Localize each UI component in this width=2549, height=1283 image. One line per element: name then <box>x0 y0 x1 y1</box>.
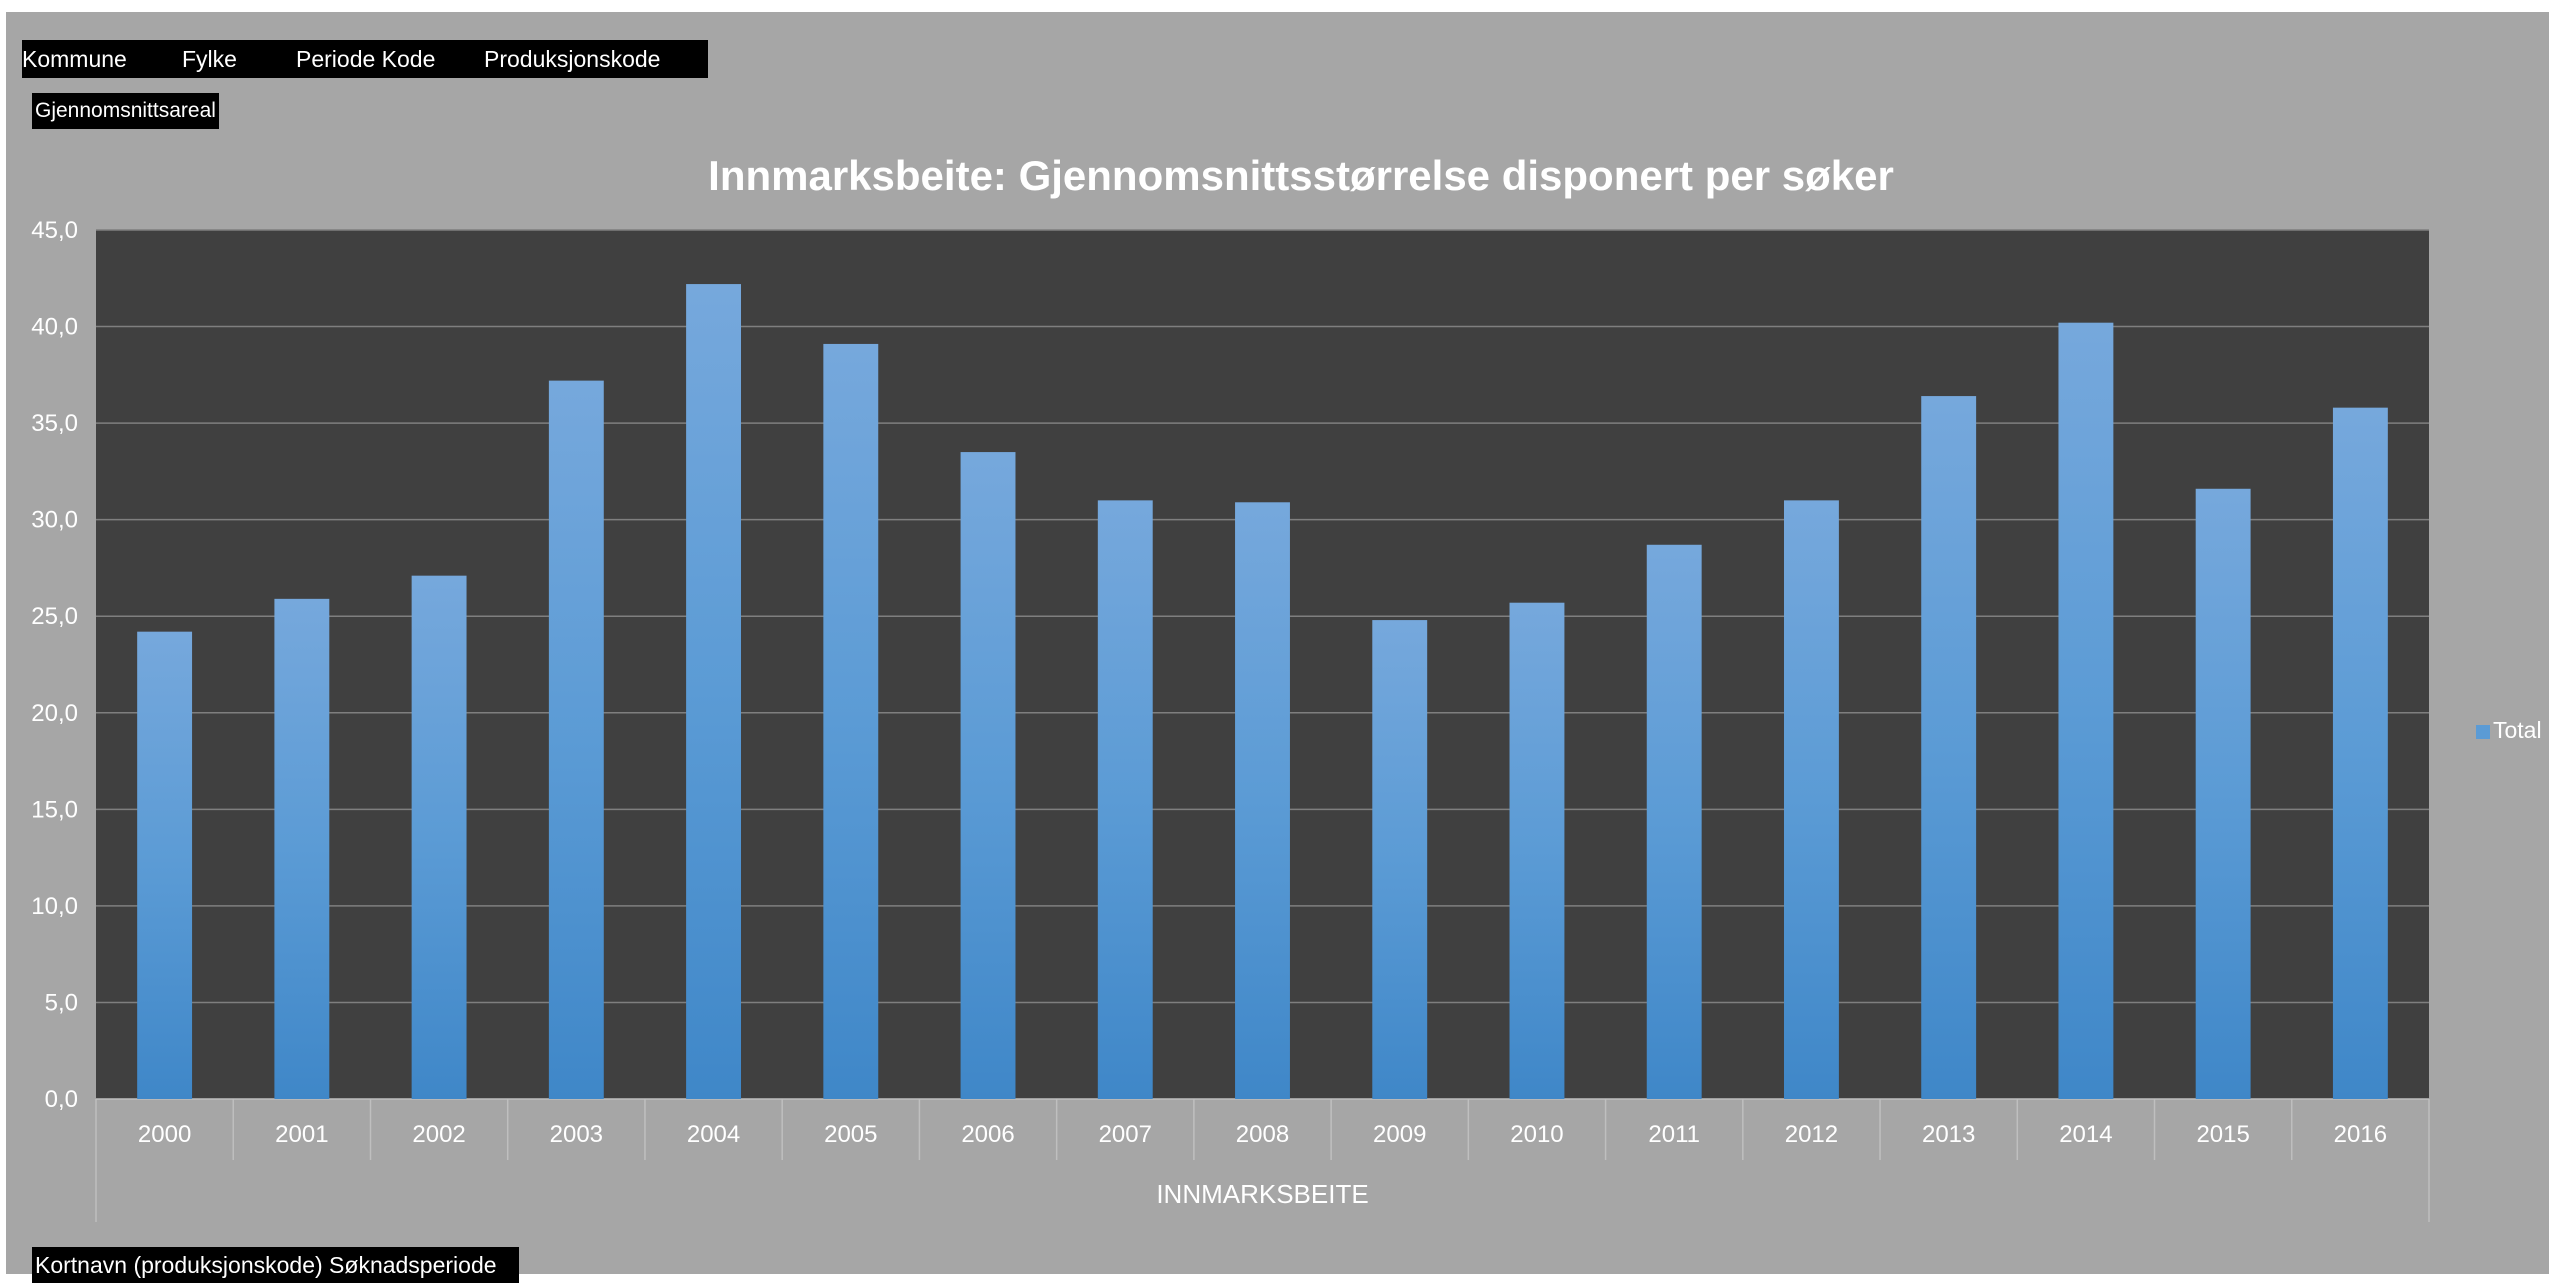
report-filter-bar: Kommune Fylke Periode Kode Produksjonsko… <box>22 40 708 78</box>
x-tick-label: 2010 <box>1510 1121 1563 1148</box>
bar-2006 <box>960 452 1016 1100</box>
x-tick-label: 2014 <box>2059 1121 2112 1148</box>
bar-2002 <box>411 575 467 1099</box>
x-tick-label: 2004 <box>687 1121 740 1148</box>
x-tick-label: 2006 <box>961 1121 1014 1148</box>
x-tick-label: 2007 <box>1099 1121 1152 1148</box>
y-tick-label: 10,0 <box>31 893 78 920</box>
x-tick-label: 2003 <box>550 1121 603 1148</box>
y-tick-label: 25,0 <box>31 603 78 630</box>
bar-2004 <box>686 284 742 1099</box>
x-tick-label: 2013 <box>1922 1121 1975 1148</box>
bar-2001 <box>274 598 330 1099</box>
value-field-button[interactable]: Gjennomsnittsareal <box>32 93 219 129</box>
legend-label: Total <box>2493 717 2542 743</box>
filter-kommune-button[interactable]: Kommune <box>22 46 127 72</box>
bar-2011 <box>1646 544 1702 1099</box>
x-tick-label: 2009 <box>1373 1121 1426 1148</box>
x-tick-label: 2005 <box>824 1121 877 1148</box>
bar-2007 <box>1097 500 1153 1099</box>
y-tick-label: 45,0 <box>31 217 78 244</box>
bar-2003 <box>548 380 604 1099</box>
y-tick-label: 30,0 <box>31 507 78 534</box>
y-tick-label: 20,0 <box>31 700 78 727</box>
x-tick-label: 2000 <box>138 1121 191 1148</box>
bar-2012 <box>1783 500 1839 1099</box>
bar-2008 <box>1235 502 1290 1100</box>
bar-2013 <box>1921 396 1977 1099</box>
axis-field-button[interactable]: Kortnavn (produksjonskode) Søknadsperiod… <box>32 1247 519 1283</box>
x-tick-label: 2011 <box>1648 1121 1700 1148</box>
y-tick-label: 15,0 <box>31 796 78 823</box>
filter-fylke-button[interactable]: Fylke <box>182 46 237 72</box>
chart-title: Innmarksbeite: Gjennomsnittsstørrelse di… <box>708 152 1894 199</box>
bar-2005 <box>823 343 879 1099</box>
x-tick-label: 2015 <box>2196 1121 2249 1148</box>
x-tick-label: 2016 <box>2334 1121 2387 1148</box>
x-group-label: INNMARKSBEITE <box>1156 1179 1368 1209</box>
x-tick-label: 2012 <box>1785 1121 1838 1148</box>
bar-2009 <box>1372 620 1428 1099</box>
bar-2000 <box>137 631 193 1099</box>
filter-periode-kode-button[interactable]: Periode Kode <box>296 46 436 72</box>
chart-canvas: 0,0 5,0 10,0 15,0 20,0 25,0 30,0 35,0 40,0 45,0 20… <box>31 217 2430 1222</box>
legend-swatch <box>2476 725 2490 739</box>
x-tick-label: 2001 <box>275 1121 328 1148</box>
filter-produksjonskode-button[interactable]: Produksjonskode <box>484 46 661 72</box>
bar-2016 <box>2332 407 2388 1099</box>
y-tick-label: 35,0 <box>31 410 78 437</box>
pivot-chart-area: 0,0 5,0 10,0 15,0 20,0 25,0 30,0 35,0 40,0 45,0 20… <box>6 12 2549 1283</box>
x-tick-label: 2008 <box>1236 1121 1289 1148</box>
bar-2015 <box>2195 488 2251 1099</box>
bar-2010 <box>1509 602 1565 1099</box>
y-tick-label: 40,0 <box>31 314 78 341</box>
legend: Total <box>2476 712 2542 748</box>
bar-2014 <box>2058 322 2114 1099</box>
y-tick-label: 0,0 <box>45 1086 78 1113</box>
x-tick-label: 2002 <box>412 1121 465 1148</box>
y-tick-label: 5,0 <box>45 989 78 1016</box>
